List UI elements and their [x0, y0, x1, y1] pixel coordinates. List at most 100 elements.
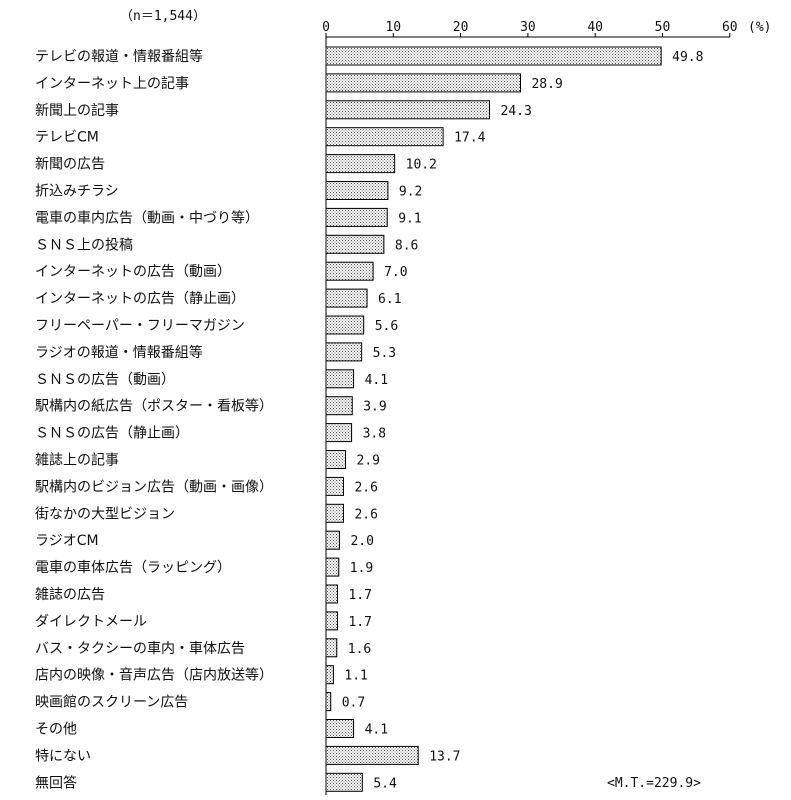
category-label: 雑誌上の記事: [35, 452, 119, 469]
value-label: 9.1: [398, 211, 421, 226]
bar-row: 雑誌上の記事 2.9: [35, 450, 380, 469]
x-tick-label: 30: [520, 20, 536, 35]
bar-row: テレビの報道・情報番組等 49.8: [35, 46, 703, 66]
value-label: 5.6: [375, 319, 398, 334]
value-label: 9.2: [399, 185, 422, 200]
value-label: 3.8: [363, 427, 386, 442]
category-label: テレビCM: [35, 130, 99, 146]
value-label: 8.6: [395, 238, 418, 253]
value-label: 3.9: [363, 400, 386, 415]
bar: [325, 665, 334, 685]
value-label: 1.1: [344, 669, 367, 684]
bar-row: ダイレクトメール 1.7: [35, 611, 372, 631]
bar-row: 折込みチラシ 9.2: [35, 181, 422, 200]
value-label: 10.2: [406, 158, 437, 173]
value-label: 24.3: [501, 104, 532, 119]
bar: [325, 692, 332, 712]
bar: [325, 450, 347, 469]
bar-row: ＳＮＳ上の投稿 8.6: [35, 234, 418, 254]
bar: [325, 369, 355, 389]
value-label: 6.1: [378, 292, 401, 307]
total-label: <M.T.=229.9>: [607, 776, 701, 791]
bar-row: その他 4.1: [35, 719, 388, 738]
bar: [325, 261, 374, 281]
bar-row: 新聞の広告 10.2: [35, 154, 437, 174]
x-tick-label: 50: [655, 20, 671, 35]
bar: [325, 127, 444, 147]
bar: [325, 503, 344, 523]
category-label: 駅構内の紙広告（ポスター・看板等）: [35, 398, 273, 415]
category-label: 折込みチラシ: [35, 184, 119, 200]
bar-row: 無回答 5.4: [35, 772, 397, 792]
bar-row: バス・タクシーの車内・車体広告 1.6: [35, 638, 371, 658]
category-label: フリーペーパー・フリーマガジン: [35, 318, 245, 334]
bar: [325, 719, 355, 738]
bar-row: 駅構内の紙広告（ポスター・看板等） 3.9: [35, 396, 387, 416]
bar: [325, 745, 419, 765]
bar-row: フリーペーパー・フリーマガジン 5.6: [35, 315, 398, 335]
category-label: ラジオの報道・情報番組等: [35, 344, 203, 361]
bar: [325, 584, 338, 604]
x-tick-label: 60: [722, 20, 738, 35]
bar: [325, 181, 389, 200]
value-label: 1.6: [348, 642, 371, 657]
bar-row: ラジオCM 2.0: [35, 530, 374, 550]
category-label: ラジオCM: [35, 533, 99, 549]
bar: [325, 638, 338, 658]
bar-row: 新聞上の記事 24.3: [35, 100, 532, 120]
category-label: 店内の映像・音声広告（店内放送等）: [35, 667, 273, 684]
bar-row: 街なかの大型ビジョン 2.6: [35, 503, 378, 523]
category-label: ＳＮＳの広告（静止画）: [35, 426, 189, 442]
value-label: 17.4: [454, 131, 485, 146]
value-label: 1.7: [348, 588, 371, 603]
value-label: 1.9: [350, 561, 373, 576]
bar-row: 特にない 13.7: [35, 745, 461, 765]
category-label: バス・タクシーの車内・車体広告: [35, 640, 245, 657]
bar: [325, 73, 521, 93]
bar-row: インターネットの広告（静止画） 6.1: [35, 288, 402, 308]
value-label: 4.1: [365, 723, 388, 738]
category-label: 新聞上の記事: [35, 102, 119, 119]
bar-row: 電車の車内広告（動画・中づり等） 9.1: [35, 207, 422, 227]
bar-row: 店内の映像・音声広告（店内放送等） 1.1: [35, 665, 368, 685]
value-label: 2.0: [350, 534, 373, 549]
bar: [325, 396, 353, 416]
category-label: 特にない: [35, 748, 91, 764]
category-label: 無回答: [35, 774, 77, 791]
bar-row: 電車の車体広告（ラッピング） 1.9: [35, 557, 373, 577]
bar: [325, 423, 353, 443]
category-label: 新聞の広告: [35, 157, 105, 173]
value-label: 0.7: [342, 696, 365, 711]
bar: [325, 288, 368, 308]
category-label: 街なかの大型ビジョン: [35, 506, 175, 522]
category-label: 電車の車体広告（ラッピング）: [35, 559, 231, 576]
category-label: テレビの報道・情報番組等: [35, 48, 203, 65]
bar: [325, 100, 491, 120]
bar-row: ラジオの報道・情報番組等 5.3: [35, 342, 396, 362]
value-label: 2.6: [354, 507, 377, 522]
bar-row: 駅構内のビジョン広告（動画・画像） 2.6: [35, 476, 378, 496]
category-label: 駅構内のビジョン広告（動画・画像）: [35, 479, 273, 495]
category-label: 映画館のスクリーン広告: [35, 694, 188, 711]
bar: [325, 154, 396, 174]
category-label: ＳＮＳの広告（動画）: [35, 372, 175, 388]
value-label: 1.7: [348, 615, 371, 630]
bar-row: ＳＮＳの広告（静止画） 3.8: [35, 423, 386, 443]
bar: [325, 476, 344, 496]
bar-row: ＳＮＳの広告（動画） 4.1: [35, 369, 388, 389]
bar: [325, 46, 662, 66]
x-tick-label: 10: [385, 20, 401, 35]
value-label: 5.4: [373, 776, 397, 791]
bar-row: インターネットの広告（動画） 7.0: [35, 261, 408, 281]
bar-row: 映画館のスクリーン広告 0.7: [35, 692, 365, 712]
value-label: 2.6: [354, 480, 377, 495]
value-label: 7.0: [384, 265, 407, 280]
category-label: インターネットの広告（静止画）: [35, 291, 245, 307]
category-label: インターネット上の記事: [35, 75, 189, 92]
bar: [325, 611, 338, 631]
bar: [325, 207, 388, 227]
category-label: ダイレクトメール: [35, 614, 147, 630]
bar-row: インターネット上の記事 28.9: [35, 73, 563, 93]
x-tick-label: 20: [453, 20, 469, 35]
